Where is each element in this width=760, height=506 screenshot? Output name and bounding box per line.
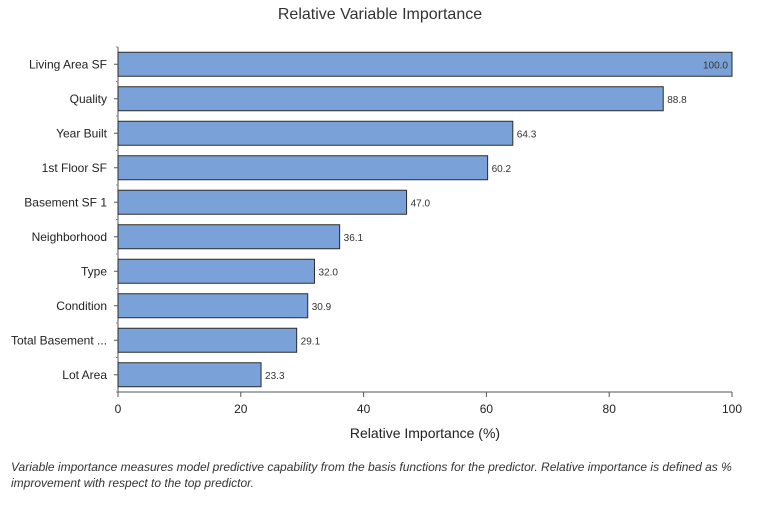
y-tick-label: Neighborhood [32, 230, 107, 244]
data-label: 30.9 [312, 302, 332, 313]
y-tick-label: Lot Area [62, 368, 107, 382]
bar [117, 155, 489, 181]
y-tick-label: Total Basement ... [11, 333, 107, 347]
bar [117, 189, 408, 215]
data-label: 23.3 [265, 371, 285, 382]
bar [117, 86, 664, 112]
y-tick-label: Living Area SF [29, 57, 107, 71]
plot-area: Living Area SF 100.0 Quality 88.8 Year Built… [11, 46, 742, 416]
bar-chart: Living Area SF 100.0 Quality 88.8 Year Built… [11, 46, 742, 441]
x-tick-label: 60 [480, 402, 494, 416]
bar [117, 258, 315, 284]
x-axis-label: Relative Importance (%) [350, 425, 500, 441]
y-tick-label: Year Built [56, 126, 108, 140]
y-tick-label: Type [81, 264, 107, 278]
data-label: 64.3 [517, 129, 537, 140]
bar [117, 224, 341, 250]
y-tick-label: Basement SF 1 [24, 195, 107, 209]
data-label: 36.1 [344, 233, 364, 244]
chart-caption: Variable importance measures model predi… [11, 460, 732, 490]
y-tick-label: Condition [56, 299, 107, 313]
bar [117, 120, 514, 146]
bar [117, 51, 733, 77]
y-tick-label: 1st Floor SF [42, 161, 107, 175]
data-label: 88.8 [667, 95, 687, 106]
data-label: 60.2 [492, 164, 512, 175]
data-label: 100.0 [703, 60, 728, 71]
y-tick-label: Quality [70, 92, 107, 106]
bar [117, 362, 262, 388]
data-label: 47.0 [411, 198, 431, 209]
bar [117, 327, 298, 353]
x-tick-label: 0 [115, 402, 122, 416]
data-label: 29.1 [301, 336, 321, 347]
data-label: 32.0 [318, 267, 338, 278]
chart-title: Relative Variable Importance [277, 6, 483, 23]
x-tick-label: 40 [357, 402, 371, 416]
x-tick-label: 100 [722, 402, 742, 416]
x-tick-label: 80 [603, 402, 617, 416]
bar [117, 293, 309, 319]
x-tick-label: 20 [234, 402, 248, 416]
